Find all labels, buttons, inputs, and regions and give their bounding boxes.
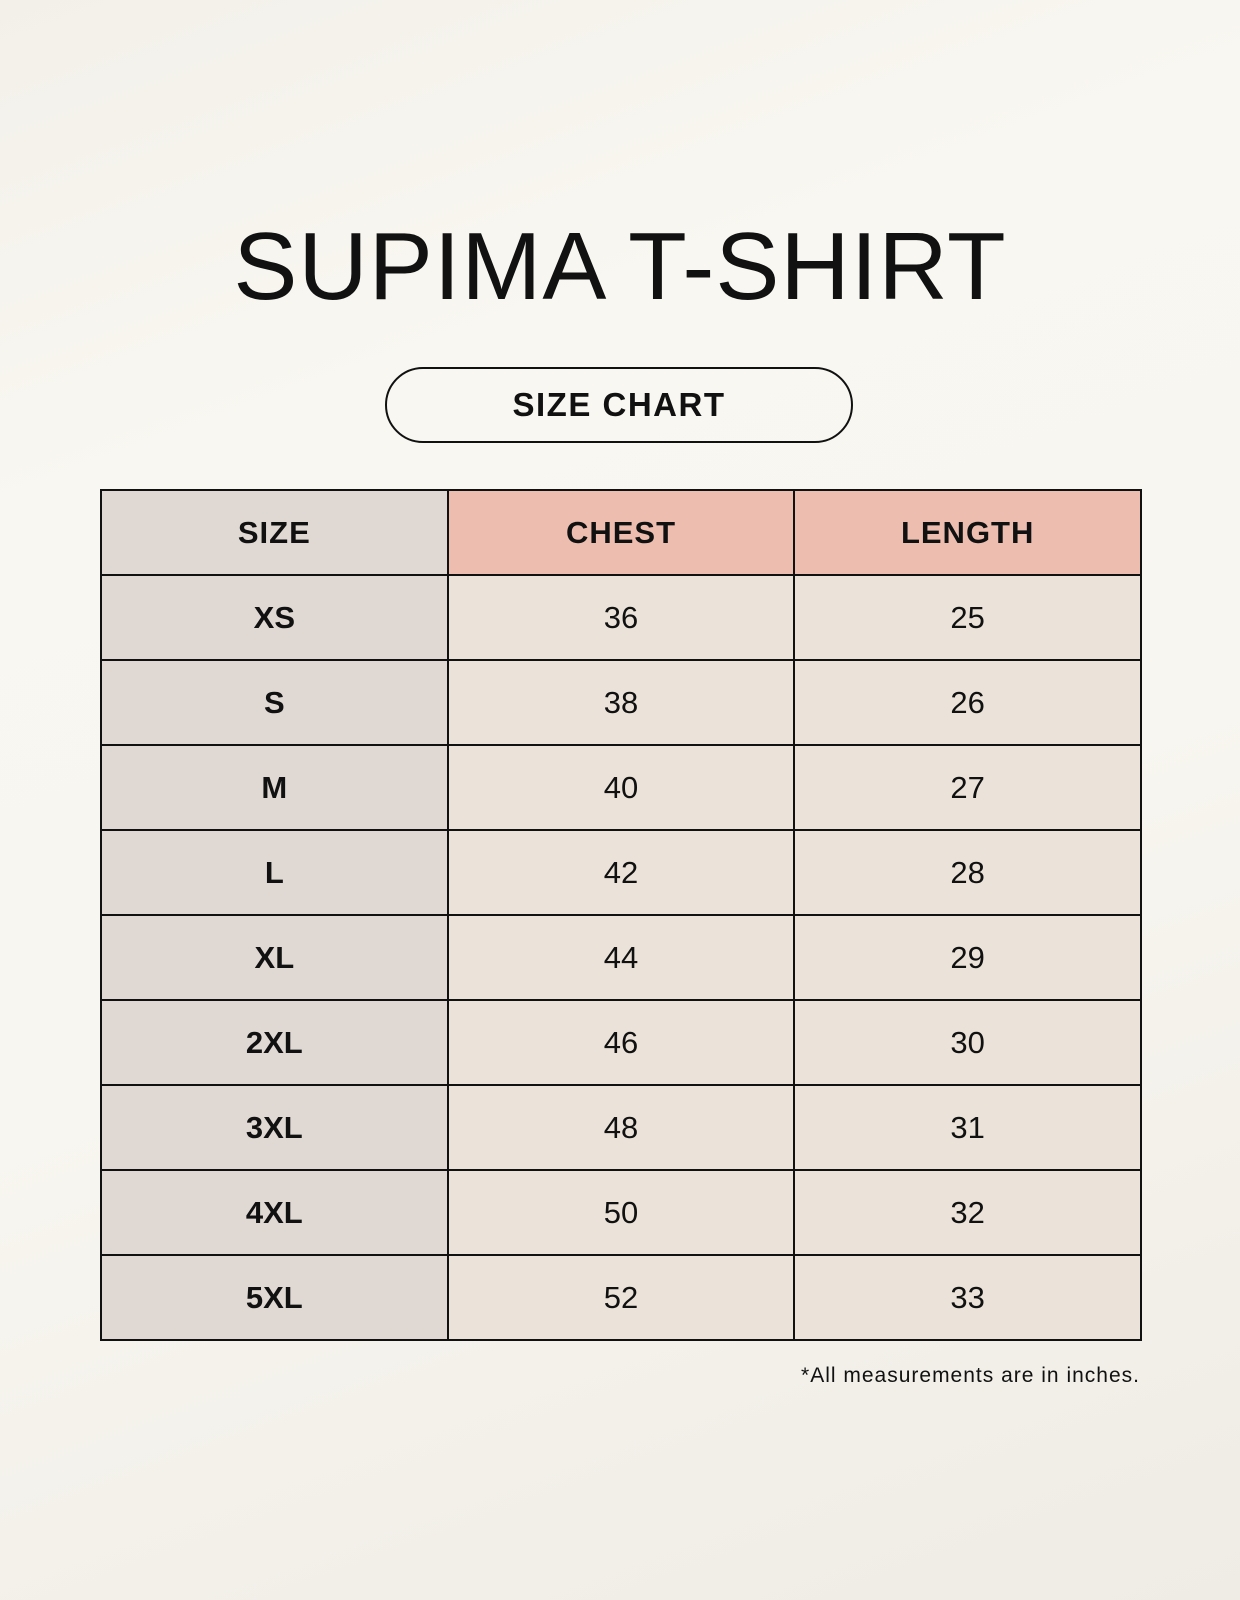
- size-table: SIZE CHEST LENGTH XS 36 25 S 38 26 M 40 27 L 42 28 X…: [100, 489, 1142, 1341]
- page-title: SUPIMA T-SHIRT: [233, 213, 1007, 320]
- header-chest: CHEST: [446, 489, 796, 576]
- size-chart-label: SIZE CHART: [385, 367, 853, 443]
- cell-size: 3XL: [100, 1084, 449, 1171]
- cell-size: 5XL: [100, 1254, 449, 1341]
- cell-chest: 48: [446, 1084, 796, 1171]
- cell-chest: 40: [446, 744, 796, 831]
- table-row: M 40 27: [100, 744, 1142, 831]
- cell-chest: 52: [446, 1254, 796, 1341]
- cell-length: 33: [793, 1254, 1142, 1341]
- table-row: XS 36 25: [100, 574, 1142, 661]
- cell-length: 31: [793, 1084, 1142, 1171]
- cell-length: 27: [793, 744, 1142, 831]
- cell-length: 29: [793, 914, 1142, 1001]
- table-row: 4XL 50 32: [100, 1169, 1142, 1256]
- cell-chest: 42: [446, 829, 796, 916]
- cell-size: S: [100, 659, 449, 746]
- measurement-note: *All measurements are in inches.: [801, 1364, 1140, 1387]
- cell-length: 32: [793, 1169, 1142, 1256]
- cell-chest: 44: [446, 914, 796, 1001]
- cell-length: 28: [793, 829, 1142, 916]
- table-row: 2XL 46 30: [100, 999, 1142, 1086]
- table-row: 3XL 48 31: [100, 1084, 1142, 1171]
- cell-chest: 46: [446, 999, 796, 1086]
- cell-size: 4XL: [100, 1169, 449, 1256]
- cell-size: XL: [100, 914, 449, 1001]
- header-length: LENGTH: [793, 489, 1142, 576]
- cell-chest: 50: [446, 1169, 796, 1256]
- table-row: 5XL 52 33: [100, 1254, 1142, 1341]
- cell-length: 30: [793, 999, 1142, 1086]
- cell-length: 25: [793, 574, 1142, 661]
- table-row: S 38 26: [100, 659, 1142, 746]
- cell-size: 2XL: [100, 999, 449, 1086]
- cell-size: L: [100, 829, 449, 916]
- table-row: L 42 28: [100, 829, 1142, 916]
- cell-size: M: [100, 744, 449, 831]
- cell-length: 26: [793, 659, 1142, 746]
- cell-size: XS: [100, 574, 449, 661]
- header-size: SIZE: [100, 489, 449, 576]
- cell-chest: 38: [446, 659, 796, 746]
- cell-chest: 36: [446, 574, 796, 661]
- table-header-row: SIZE CHEST LENGTH: [100, 489, 1142, 576]
- table-row: XL 44 29: [100, 914, 1142, 1001]
